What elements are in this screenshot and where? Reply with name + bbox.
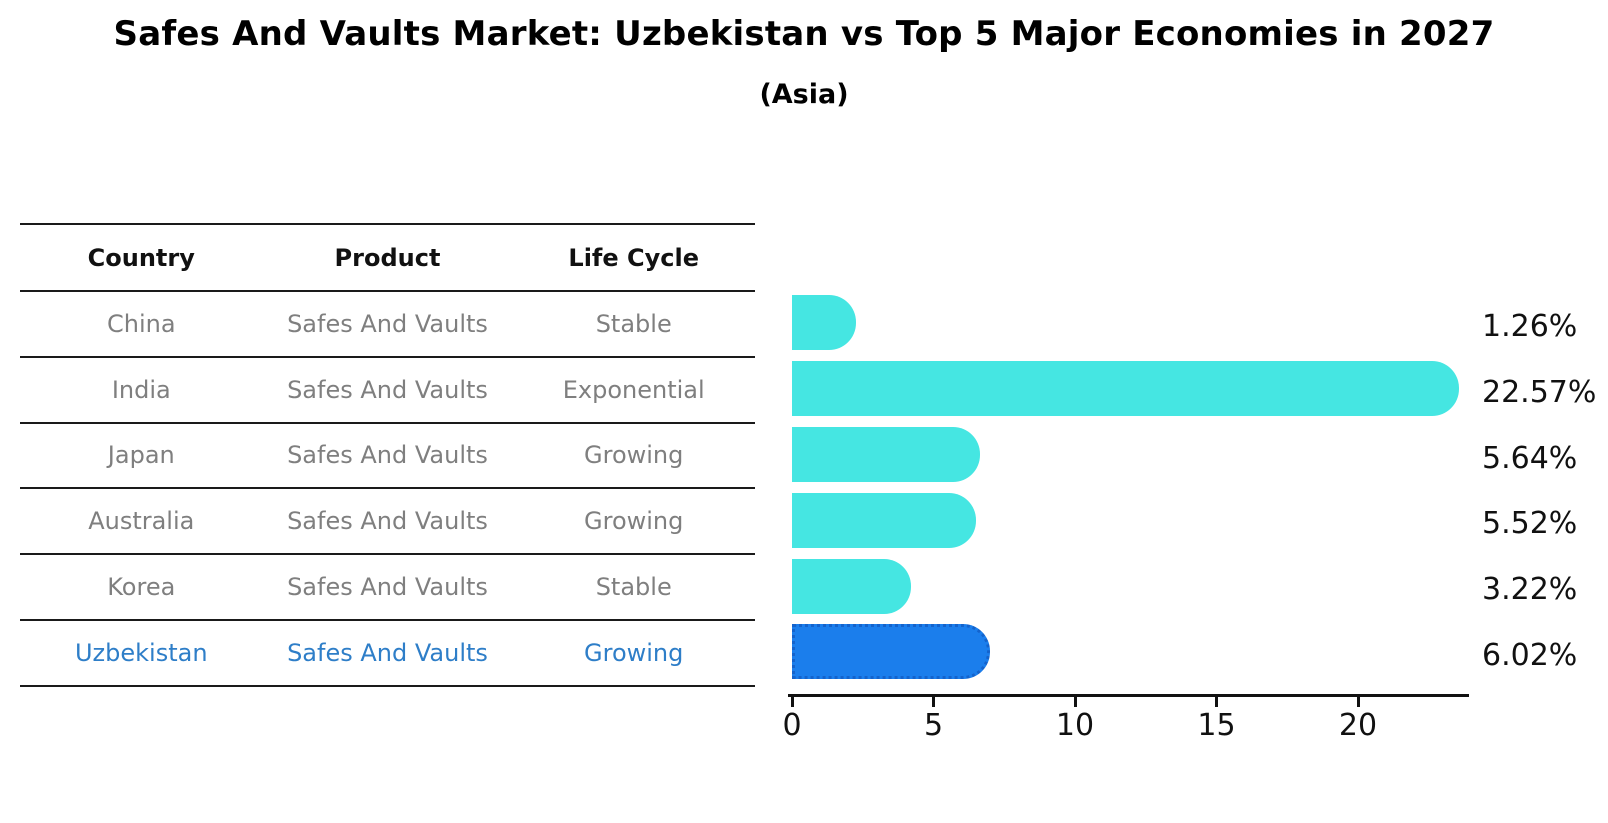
x-axis-tick-label: 0: [782, 708, 802, 743]
column-header-product: Product: [334, 243, 441, 272]
table-row: China Safes And Vaults Stable: [20, 292, 755, 358]
x-axis-tick-mark: [1215, 697, 1218, 707]
bar-value-label: 22.57%: [1482, 374, 1597, 410]
table-row: India Safes And Vaults Exponential: [20, 358, 755, 424]
product-cell: Safes And Vaults: [287, 573, 488, 602]
x-axis-tick-label: 5: [923, 708, 944, 743]
country-cell: Uzbekistan: [74, 638, 208, 667]
product-cell: Safes And Vaults: [287, 309, 488, 338]
bar: [792, 492, 977, 548]
table-body: China Safes And Vaults Stable India Safes An…: [20, 292, 755, 687]
lifecycle-cell: Stable: [595, 573, 672, 602]
product-cell: Safes And Vaults: [287, 441, 488, 470]
bar: [792, 427, 980, 482]
table-header-row: Country Product Life Cycle: [20, 225, 755, 292]
lifecycle-cell: Stable: [595, 309, 672, 338]
product-cell: Safes And Vaults: [287, 507, 488, 536]
table-row: Japan Safes And Vaults Growing: [20, 424, 755, 490]
x-axis-tick-label: 20: [1338, 708, 1378, 743]
country-cell: Australia: [88, 507, 195, 536]
country-cell: Japan: [107, 441, 175, 470]
bar-value-label: 1.26%: [1482, 308, 1578, 344]
bar: [792, 361, 1459, 417]
table-row: Uzbekistan Safes And Vaults Growing: [20, 621, 755, 687]
bar-value-label: 6.02%: [1482, 637, 1578, 673]
table-row: Korea Safes And Vaults Stable: [20, 555, 755, 621]
bar-value-label: 5.64%: [1482, 440, 1578, 476]
x-axis-tick-mark: [790, 697, 794, 707]
column-header-life-cycle: Life Cycle: [568, 243, 699, 272]
x-axis-tick-label: 15: [1197, 708, 1236, 743]
x-axis-line: [788, 694, 1469, 697]
country-cell: China: [106, 309, 176, 338]
product-cell: Safes And Vaults: [287, 375, 488, 404]
x-axis-tick-mark: [932, 697, 935, 707]
lifecycle-cell: Growing: [584, 441, 684, 470]
column-header-country: Country: [87, 243, 195, 272]
lifecycle-cell: Growing: [584, 638, 684, 667]
bar: [792, 295, 856, 351]
table-row: Australia Safes And Vaults Growing: [20, 489, 755, 556]
bar-value-label: 3.22%: [1482, 572, 1578, 608]
x-axis-tick-mark: [1356, 697, 1360, 707]
lifecycle-cell: Growing: [584, 507, 684, 536]
country-cell: India: [111, 375, 171, 404]
bar: [792, 558, 912, 614]
product-cell: Safes And Vaults: [287, 638, 488, 667]
country-table: Country Product Life Cycle China Safes And …: [20, 223, 755, 687]
lifecycle-cell: Exponential: [562, 375, 705, 404]
chart-title: Safes And Vaults Market: Uzbekistan vs T…: [113, 14, 1495, 54]
x-axis-tick-label: 10: [1055, 708, 1095, 743]
x-axis-tick-mark: [1073, 697, 1077, 707]
country-cell: Korea: [107, 573, 176, 602]
bar: [792, 624, 991, 680]
bar-value-label: 5.52%: [1482, 506, 1578, 542]
chart-subtitle: (Asia): [759, 79, 849, 110]
